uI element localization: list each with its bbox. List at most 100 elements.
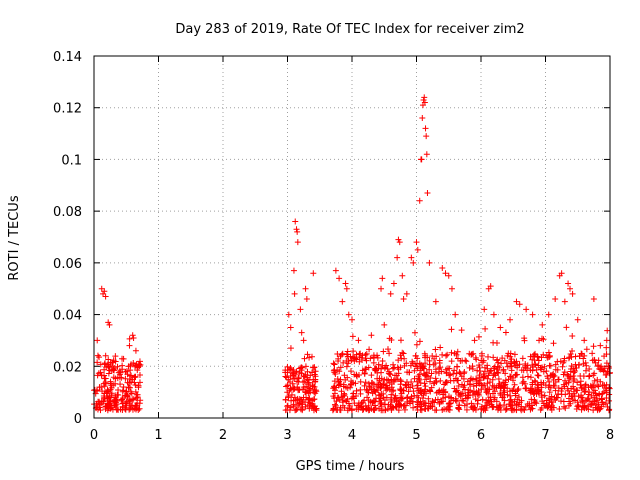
data-point xyxy=(504,363,511,370)
data-point xyxy=(417,387,424,394)
data-point xyxy=(527,406,534,413)
data-point xyxy=(455,377,462,384)
data-point xyxy=(365,389,372,396)
data-point xyxy=(474,391,481,398)
data-point xyxy=(382,385,389,392)
data-point xyxy=(550,404,557,411)
data-point xyxy=(562,377,569,384)
data-point xyxy=(529,356,536,363)
data-point xyxy=(376,392,383,399)
data-point xyxy=(379,407,386,414)
data-point xyxy=(374,369,381,376)
data-point xyxy=(569,347,576,354)
data-point xyxy=(129,332,136,339)
data-point xyxy=(344,351,351,358)
data-point xyxy=(421,405,428,412)
data-point xyxy=(372,398,379,405)
data-point xyxy=(339,350,346,357)
data-point xyxy=(397,337,404,344)
data-point xyxy=(586,372,593,379)
data-point xyxy=(415,375,422,382)
data-point xyxy=(289,380,296,387)
data-point xyxy=(464,401,471,408)
data-point xyxy=(338,394,345,401)
data-point xyxy=(378,375,385,382)
data-point xyxy=(426,361,433,368)
data-point xyxy=(299,407,306,414)
data-point xyxy=(341,391,348,398)
data-point xyxy=(568,393,575,400)
data-point xyxy=(561,383,568,390)
data-point xyxy=(590,296,597,303)
data-point xyxy=(332,267,339,274)
data-point xyxy=(487,368,494,375)
data-point xyxy=(381,321,388,328)
data-point xyxy=(473,356,480,363)
data-point xyxy=(582,382,589,389)
data-point xyxy=(98,398,105,405)
data-point xyxy=(361,382,368,389)
data-point xyxy=(552,379,559,386)
data-point xyxy=(414,246,421,253)
data-point xyxy=(586,366,593,373)
data-point xyxy=(424,373,431,380)
data-point xyxy=(393,396,400,403)
data-point xyxy=(499,355,506,362)
data-point xyxy=(311,383,318,390)
data-point xyxy=(558,388,565,395)
data-point xyxy=(112,353,119,360)
data-point xyxy=(336,275,343,282)
data-point xyxy=(395,357,402,364)
data-point xyxy=(330,406,337,413)
data-point xyxy=(131,363,138,370)
data-point xyxy=(601,365,608,372)
data-point xyxy=(606,397,613,404)
data-point xyxy=(425,395,432,402)
data-point xyxy=(378,285,385,292)
y-axis-title: ROTI / TECUs xyxy=(7,195,22,280)
data-point xyxy=(475,333,482,340)
data-point xyxy=(133,395,140,402)
data-point xyxy=(421,94,428,101)
data-point xyxy=(602,372,609,379)
data-point xyxy=(118,374,125,381)
data-point xyxy=(446,372,453,379)
data-point xyxy=(378,383,385,390)
data-point xyxy=(137,361,144,368)
data-point xyxy=(368,405,375,412)
data-point xyxy=(300,394,307,401)
data-point xyxy=(418,156,425,163)
data-point xyxy=(448,349,455,356)
data-point xyxy=(571,369,578,376)
data-point xyxy=(347,368,354,375)
data-point xyxy=(470,383,477,390)
data-point xyxy=(344,385,351,392)
data-point xyxy=(104,386,111,393)
data-point xyxy=(575,402,582,409)
data-point xyxy=(579,399,586,406)
data-point xyxy=(291,290,298,297)
data-point xyxy=(309,364,316,371)
data-point xyxy=(388,336,395,343)
data-point xyxy=(400,402,407,409)
data-point xyxy=(284,403,291,410)
data-point xyxy=(468,351,475,358)
data-point xyxy=(112,396,119,403)
data-point xyxy=(105,388,112,395)
data-point xyxy=(285,376,292,383)
data-point xyxy=(546,389,553,396)
data-point xyxy=(292,218,299,225)
data-point xyxy=(287,385,294,392)
data-point xyxy=(460,398,467,405)
data-point xyxy=(527,387,534,394)
data-point xyxy=(395,236,402,243)
data-point xyxy=(94,359,101,366)
data-point xyxy=(132,347,139,354)
data-point xyxy=(302,403,309,410)
data-point xyxy=(443,352,450,359)
chart-title: Day 283 of 2019, Rate Of TEC Index for r… xyxy=(175,22,524,37)
data-point xyxy=(496,380,503,387)
data-point xyxy=(501,397,508,404)
data-point xyxy=(511,406,518,413)
data-point xyxy=(573,405,580,412)
